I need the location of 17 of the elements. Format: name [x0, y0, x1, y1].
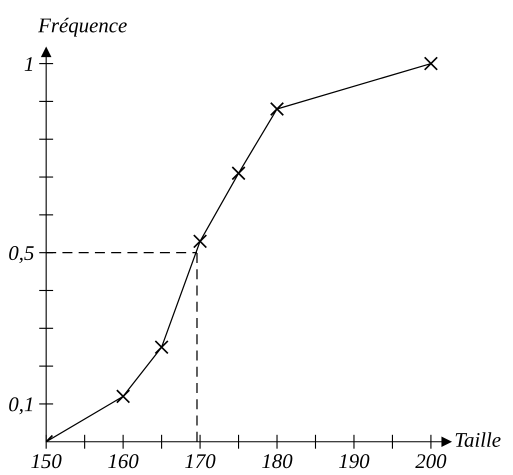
x-tick-label: 200 — [415, 454, 446, 468]
x-tick-label: 180 — [262, 454, 292, 468]
x-axis-title: Taille — [456, 432, 501, 447]
point — [231, 166, 246, 180]
point — [192, 234, 208, 248]
y-tick-label: 0,5 — [9, 246, 34, 264]
point — [270, 102, 284, 116]
x-tick-label: 170 — [185, 454, 216, 468]
point — [116, 389, 130, 404]
y-tick-label: 0,1 — [9, 397, 32, 414]
point — [154, 340, 169, 354]
x-tick-label: 150 — [31, 454, 62, 468]
y-axis-title: Fréquence — [38, 18, 127, 37]
point — [424, 56, 438, 71]
x-tick-label: 190 — [339, 454, 370, 468]
x-tick-label: 160 — [108, 454, 138, 468]
y-tick-label: 1 — [24, 57, 32, 71]
